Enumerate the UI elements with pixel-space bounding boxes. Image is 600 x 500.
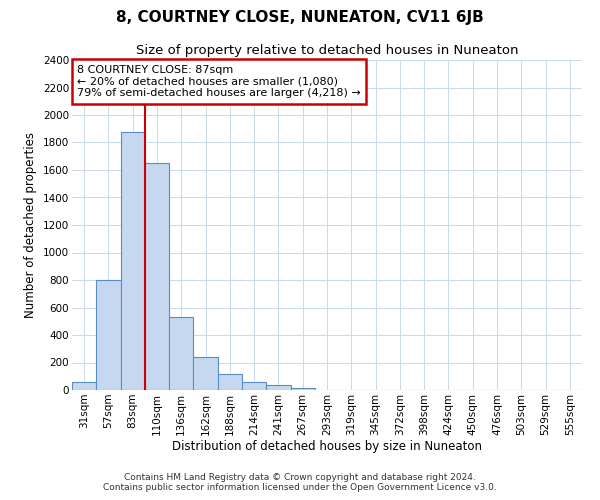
Bar xyxy=(169,317,193,390)
Bar xyxy=(218,374,242,390)
Text: 8 COURTNEY CLOSE: 87sqm
← 20% of detached houses are smaller (1,080)
79% of semi: 8 COURTNEY CLOSE: 87sqm ← 20% of detache… xyxy=(77,65,361,98)
Title: Size of property relative to detached houses in Nuneaton: Size of property relative to detached ho… xyxy=(136,44,518,58)
Text: 8, COURTNEY CLOSE, NUNEATON, CV11 6JB: 8, COURTNEY CLOSE, NUNEATON, CV11 6JB xyxy=(116,10,484,25)
X-axis label: Distribution of detached houses by size in Nuneaton: Distribution of detached houses by size … xyxy=(172,440,482,454)
Bar xyxy=(121,132,145,390)
Bar xyxy=(96,280,121,390)
Bar xyxy=(193,356,218,390)
Y-axis label: Number of detached properties: Number of detached properties xyxy=(25,132,37,318)
Text: Contains HM Land Registry data © Crown copyright and database right 2024.
Contai: Contains HM Land Registry data © Crown c… xyxy=(103,473,497,492)
Bar xyxy=(266,386,290,390)
Bar xyxy=(290,388,315,390)
Bar xyxy=(242,382,266,390)
Bar xyxy=(72,382,96,390)
Bar xyxy=(145,163,169,390)
